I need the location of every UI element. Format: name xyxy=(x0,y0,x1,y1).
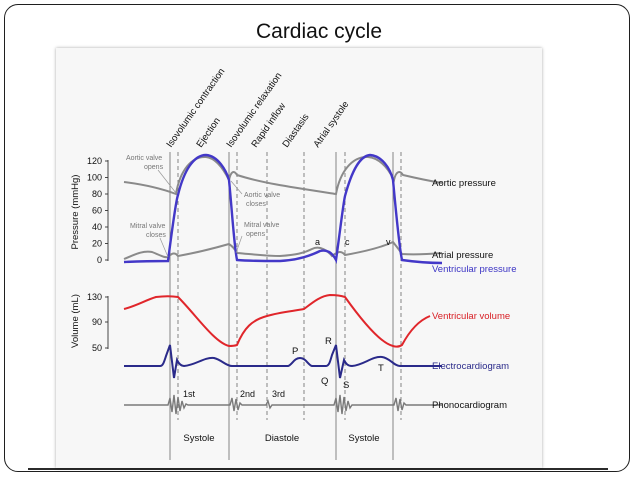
mitral-valve-closes-label-2: closes xyxy=(146,232,166,239)
volume-tick: 50 xyxy=(92,343,102,353)
ecg-wave-letters: P R Q S T xyxy=(292,336,384,391)
phonocardiogram-label: Phonocardiogram xyxy=(432,400,507,411)
aortic-valve-opens-label-2: opens xyxy=(144,164,164,171)
volume-tick: 90 xyxy=(92,317,102,327)
volume-axis: 130 90 50 Volume (mL) xyxy=(70,292,109,353)
volume-tick: 130 xyxy=(87,292,102,302)
first-heart-sound-label: 1st xyxy=(183,389,196,399)
phonocardiogram-trace xyxy=(124,394,442,415)
slide-frame xyxy=(4,4,630,472)
electrocardiogram-label: Electrocardiogram xyxy=(432,361,509,372)
mitral-valve-opens-label-2: opens xyxy=(246,231,266,238)
ventricular-pressure-trace xyxy=(123,153,443,265)
second-heart-sound-label: 2nd xyxy=(240,389,255,399)
aortic-valve-closes-label-1: Aortic valve xyxy=(244,192,280,199)
aortic-pressure-trace xyxy=(123,155,443,196)
phase-label-ejection: Ejection xyxy=(194,116,222,150)
electrocardiogram-trace xyxy=(124,344,442,379)
pressure-tick: 120 xyxy=(87,156,102,166)
phase-label-diastasis: Diastasis xyxy=(280,112,311,150)
valve-annotations: Aortic valve opens Aortic valve closes M… xyxy=(126,155,280,239)
pressure-tick: 20 xyxy=(92,239,102,249)
phase-dividers xyxy=(177,152,402,420)
mitral-valve-opens-label-1: Mitral valve xyxy=(244,222,280,229)
pressure-wave-letters: a c v xyxy=(315,237,391,247)
aortic-pressure-label: Aortic pressure xyxy=(432,178,496,189)
t-wave-label: T xyxy=(378,363,384,374)
atrial-pressure-trace xyxy=(123,240,443,260)
s-wave-label: S xyxy=(343,380,349,391)
leader-line xyxy=(230,180,243,195)
p-wave-label: P xyxy=(292,346,298,357)
atrial-pressure-label: Atrial pressure xyxy=(432,250,493,261)
phase-label-atrial-systole: Atrial systole xyxy=(311,99,351,149)
slide-title: Cardiac cycle xyxy=(255,20,383,43)
pressure-tick: 60 xyxy=(92,206,102,216)
mitral-valve-closes-label-1: Mitral valve xyxy=(130,223,166,230)
ventricular-volume-label: Ventricular volume xyxy=(432,311,510,322)
a-wave-label: a xyxy=(315,237,320,247)
bottom-rule xyxy=(28,468,608,470)
leader-line xyxy=(157,169,177,194)
phase-label-isovolumic-contraction: Isovolumic contraction xyxy=(164,66,227,149)
trace-labels: Aortic pressure Atrial pressure Ventricu… xyxy=(432,178,516,411)
r-wave-label: R xyxy=(325,336,332,347)
v-wave-label: v xyxy=(386,237,391,247)
aortic-valve-closes-label-2: closes xyxy=(246,201,266,208)
cycle-labels: Systole Diastole Systole xyxy=(183,433,379,444)
q-wave-label: Q xyxy=(321,376,328,387)
volume-axis-label: Volume (mL) xyxy=(70,294,81,348)
annotation-leaders xyxy=(157,169,243,258)
leader-line xyxy=(235,235,243,254)
pressure-tick: 100 xyxy=(87,173,102,183)
cycle-boundaries xyxy=(169,152,394,460)
systole-label-2: Systole xyxy=(348,433,379,444)
systole-label-1: Systole xyxy=(183,433,214,444)
c-wave-label: c xyxy=(345,237,350,247)
ventricular-volume-trace xyxy=(123,293,431,348)
pressure-axis: 120 100 80 60 40 20 0 Pressure (mmHg) xyxy=(70,156,109,265)
leader-line xyxy=(159,237,169,258)
ventricular-pressure-label: Ventricular pressure xyxy=(432,264,516,275)
pressure-tick: 40 xyxy=(92,222,102,232)
phase-labels: Isovolumic contraction Ejection Isovolum… xyxy=(164,66,351,149)
diastole-label: Diastole xyxy=(265,433,299,444)
pressure-tick: 0 xyxy=(97,255,102,265)
aortic-valve-opens-label-1: Aortic valve xyxy=(126,155,162,162)
pressure-tick: 80 xyxy=(92,189,102,199)
pressure-axis-label: Pressure (mmHg) xyxy=(70,175,81,250)
heart-sound-labels: 1st 2nd 3rd xyxy=(183,389,285,399)
third-heart-sound-label: 3rd xyxy=(272,389,285,399)
